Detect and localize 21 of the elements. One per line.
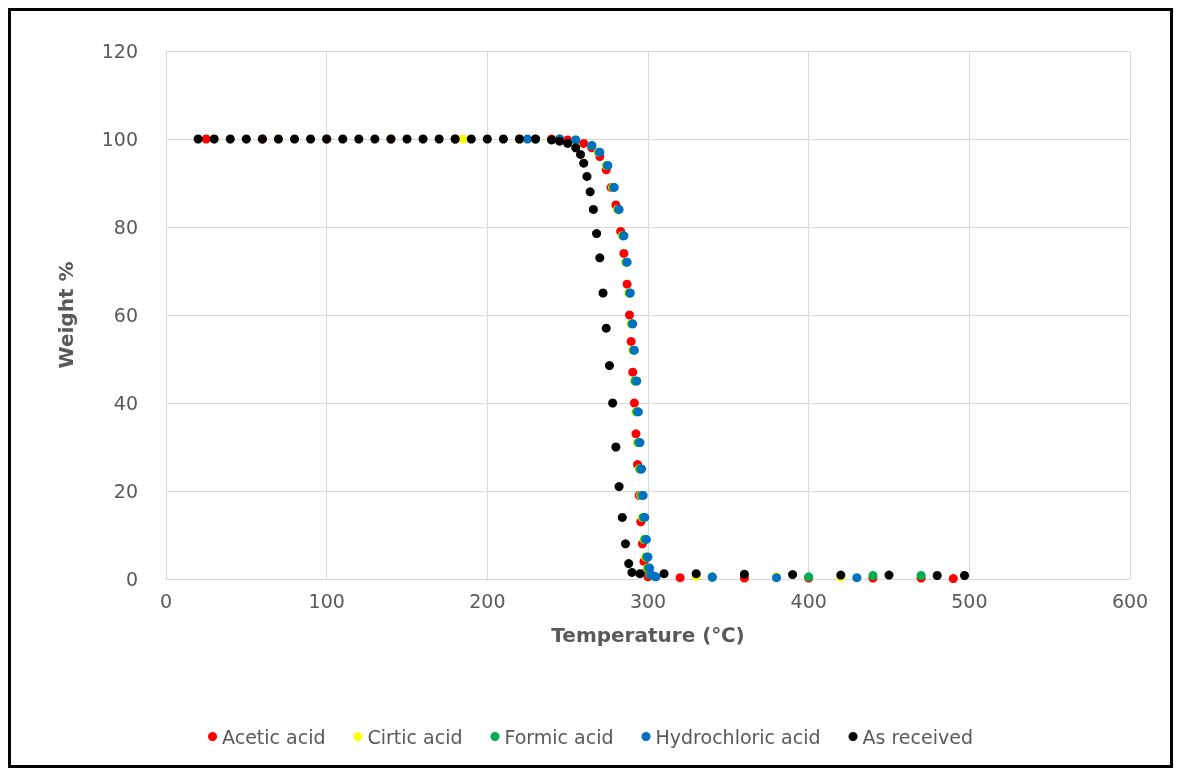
legend-label: Cirtic acid — [367, 725, 463, 748]
x-tick-label: 500 — [951, 589, 988, 612]
y-tick-label: 100 — [101, 128, 138, 150]
x-tick-label: 600 — [1111, 589, 1149, 612]
y-tick-label: 20 — [113, 480, 138, 502]
y-tick-label: 80 — [113, 216, 138, 238]
x-tick-label: 100 — [308, 589, 345, 612]
legend-label: Formic acid — [504, 725, 614, 748]
legend-label: Hydrochloric acid — [655, 725, 821, 748]
y-tick-label: 0 — [125, 568, 138, 590]
x-axis-title: Temperature (℃) — [551, 623, 745, 647]
legend-label: As received — [862, 725, 973, 748]
x-tick-label: 0 — [159, 589, 173, 612]
y-tick-label: 60 — [113, 304, 138, 326]
y-tick-label: 40 — [113, 392, 138, 414]
x-tick-label: 400 — [790, 589, 827, 612]
y-axis-title: Weight % — [54, 261, 78, 369]
legend-label: Acetic acid — [222, 725, 326, 748]
x-tick-label: 200 — [469, 589, 506, 612]
x-tick-label: 300 — [629, 589, 667, 612]
y-tick-label: 120 — [101, 40, 138, 62]
